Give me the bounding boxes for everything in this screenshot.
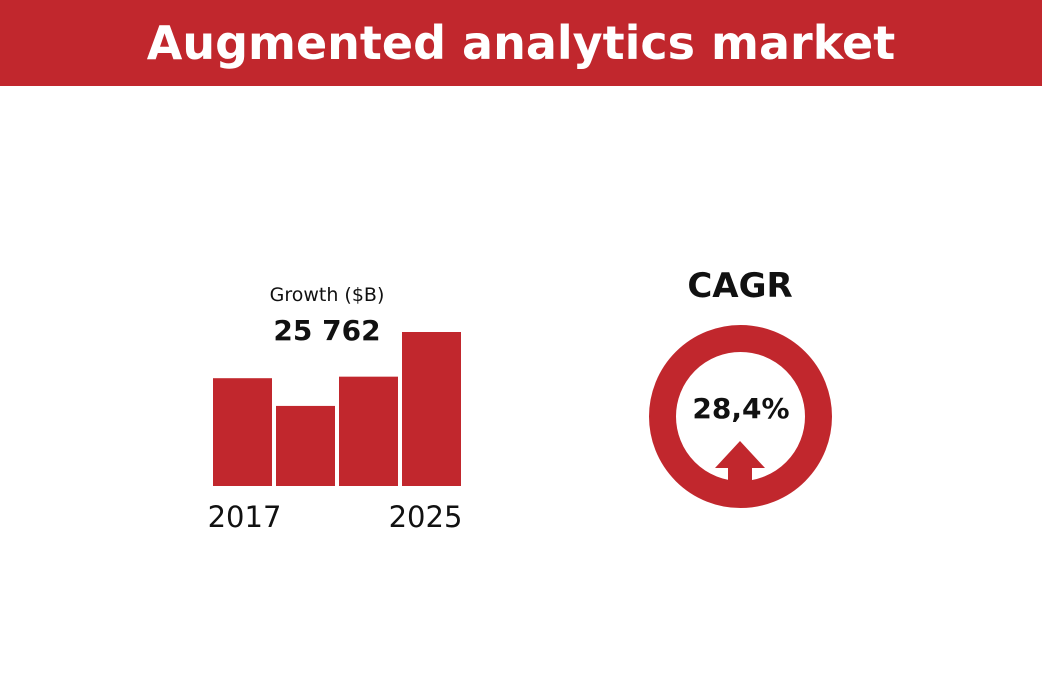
x-tick-label: 2025 xyxy=(389,500,463,534)
up-arrow-icon xyxy=(715,441,765,495)
cagr-value: 28,4% xyxy=(692,392,790,425)
bar-series-2 xyxy=(276,405,335,486)
title-banner: Augmented analytics market xyxy=(0,0,1042,86)
growth-value: 25 762 xyxy=(273,314,381,347)
x-tick-label: 2017 xyxy=(208,500,282,534)
bar-series-3 xyxy=(339,376,398,486)
cagr-label: CAGR xyxy=(687,266,793,306)
page-title: Augmented analytics market xyxy=(146,16,896,70)
cagr-ring xyxy=(649,325,832,508)
bar-2017 xyxy=(213,378,272,486)
bar-2025 xyxy=(402,332,461,486)
growth-label: Growth ($B) xyxy=(269,284,385,306)
